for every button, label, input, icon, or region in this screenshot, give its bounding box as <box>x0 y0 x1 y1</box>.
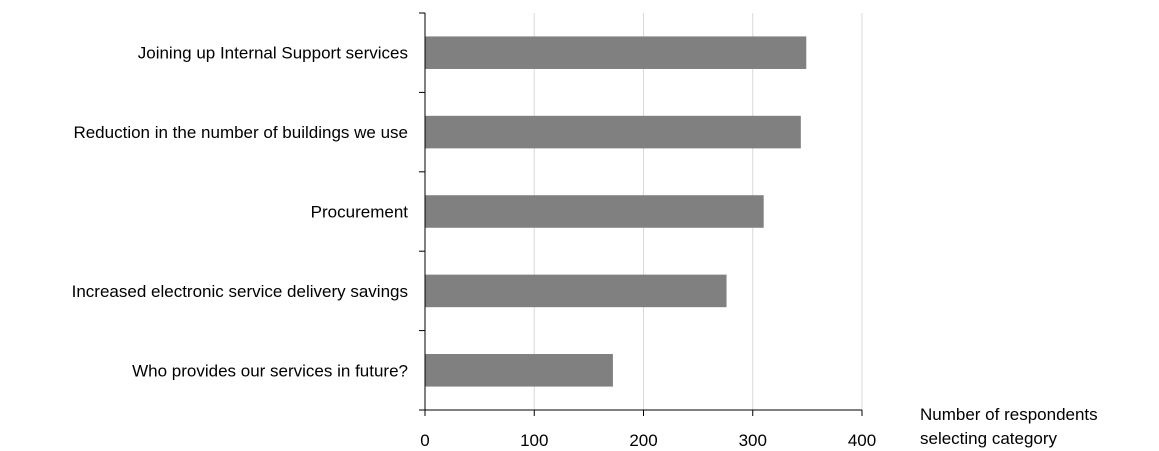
x-tick-label: 300 <box>739 431 767 450</box>
category-label: Reduction in the number of buildings we … <box>73 123 408 142</box>
x-tick-label: 0 <box>420 431 429 450</box>
bar <box>425 115 801 149</box>
axes <box>419 12 863 416</box>
bars <box>425 36 807 387</box>
bar <box>425 36 807 69</box>
category-label: Increased electronic service delivery sa… <box>72 282 408 301</box>
bar <box>425 274 727 308</box>
x-tick-label: 400 <box>848 431 876 450</box>
category-label: Joining up Internal Support services <box>138 44 408 63</box>
category-label: Who provides our services in future? <box>132 361 408 380</box>
category-label: Procurement <box>311 203 409 222</box>
bar <box>425 195 764 228</box>
bar <box>425 354 613 387</box>
category-labels: Joining up Internal Support services Redu… <box>72 44 409 381</box>
tick-labels: 0 100 200 300 400 <box>420 431 876 450</box>
x-tick-label: 200 <box>629 431 657 450</box>
x-axis-title-line-1: Number of respondents <box>920 405 1098 424</box>
x-axis-title-line-2: selecting category <box>920 429 1058 448</box>
x-tick-label: 100 <box>520 431 548 450</box>
